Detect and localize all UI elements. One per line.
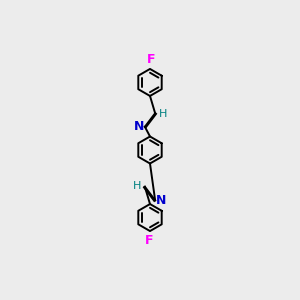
Text: H: H [159,109,167,119]
Text: N: N [134,120,144,133]
Text: H: H [133,181,141,191]
Text: F: F [145,234,154,247]
Text: N: N [156,194,167,207]
Text: F: F [146,53,155,66]
